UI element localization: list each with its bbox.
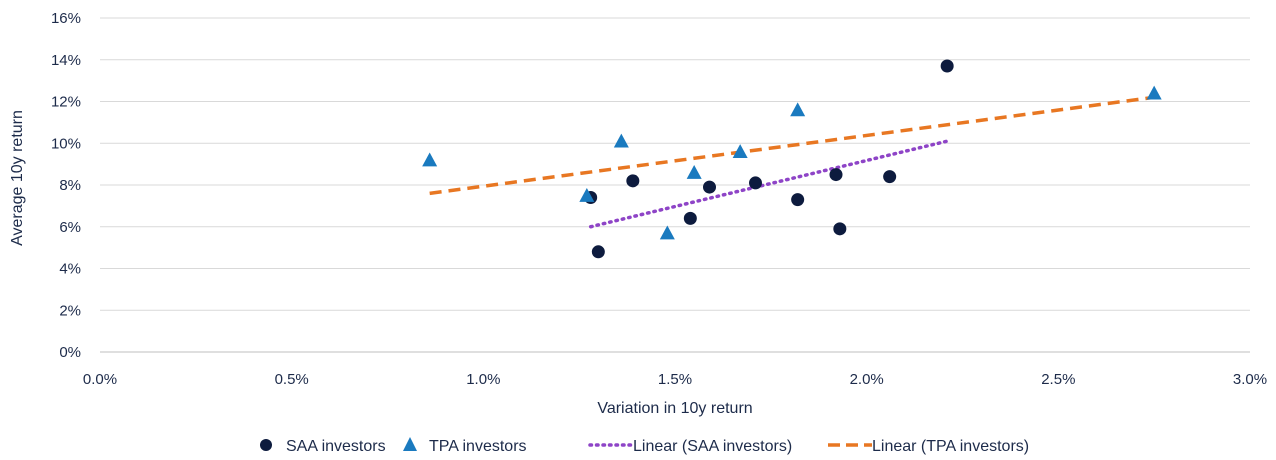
y-tick-label: 0% (59, 344, 81, 361)
x-tick-label: 3.0% (1233, 371, 1267, 388)
x-tick-label: 0.0% (83, 371, 117, 388)
tpa-point (686, 164, 702, 179)
legend-label-saa-trend: Linear (SAA investors) (633, 438, 792, 455)
tpa-point (613, 133, 629, 148)
x-tick-label: 1.5% (658, 371, 692, 388)
y-axis-title: Average 10y return (9, 110, 26, 246)
saa-point (829, 168, 843, 182)
trendline-saa (588, 139, 949, 229)
trendlines (429, 95, 1155, 229)
legend-marker-saa (260, 439, 272, 451)
gridlines (100, 17, 1250, 311)
saa-point (940, 59, 954, 73)
saa-point (626, 174, 640, 188)
saa-point (791, 193, 805, 207)
y-tick-label: 8% (59, 177, 81, 194)
y-tick-label: 6% (59, 219, 81, 236)
x-axis-title: Variation in 10y return (597, 400, 752, 417)
legend-label-tpa-trend: Linear (TPA investors) (872, 438, 1029, 455)
saa-point (749, 176, 762, 190)
x-tick-label: 2.5% (1041, 371, 1075, 388)
data-points (422, 59, 1162, 259)
y-tick-label: 10% (51, 135, 81, 152)
legend-label-tpa: TPA investors (429, 438, 527, 455)
tpa-point (732, 144, 748, 158)
legend: SAA investors TPA investors Linear (SAA … (260, 437, 1029, 455)
x-tick-label: 0.5% (275, 371, 309, 388)
tpa-point (659, 225, 675, 240)
saa-point (703, 180, 716, 194)
y-axis-ticks: 0% 2% 4% 6% 8% 10% 12% 14% 16% (51, 10, 81, 361)
saa-point (591, 245, 605, 259)
x-tick-label: 1.0% (466, 371, 500, 388)
tpa-point (579, 187, 595, 202)
x-axis-ticks: 0.0% 0.5% 1.0% 1.5% 2.0% 2.5% 3.0% (83, 371, 1267, 388)
tpa-point (422, 152, 438, 167)
x-tick-label: 2.0% (850, 371, 884, 388)
saa-point (683, 211, 697, 225)
y-tick-label: 4% (59, 261, 81, 278)
y-tick-label: 16% (51, 10, 81, 27)
legend-label-saa: SAA investors (286, 438, 386, 455)
y-tick-label: 12% (51, 94, 81, 111)
y-tick-label: 14% (51, 52, 81, 69)
legend-marker-tpa (403, 437, 417, 451)
tpa-point (790, 102, 806, 117)
saa-point (833, 222, 847, 236)
tpa-point (1146, 85, 1162, 100)
y-tick-label: 2% (59, 302, 81, 319)
saa-point (883, 170, 897, 184)
trendline-tpa (429, 95, 1155, 196)
